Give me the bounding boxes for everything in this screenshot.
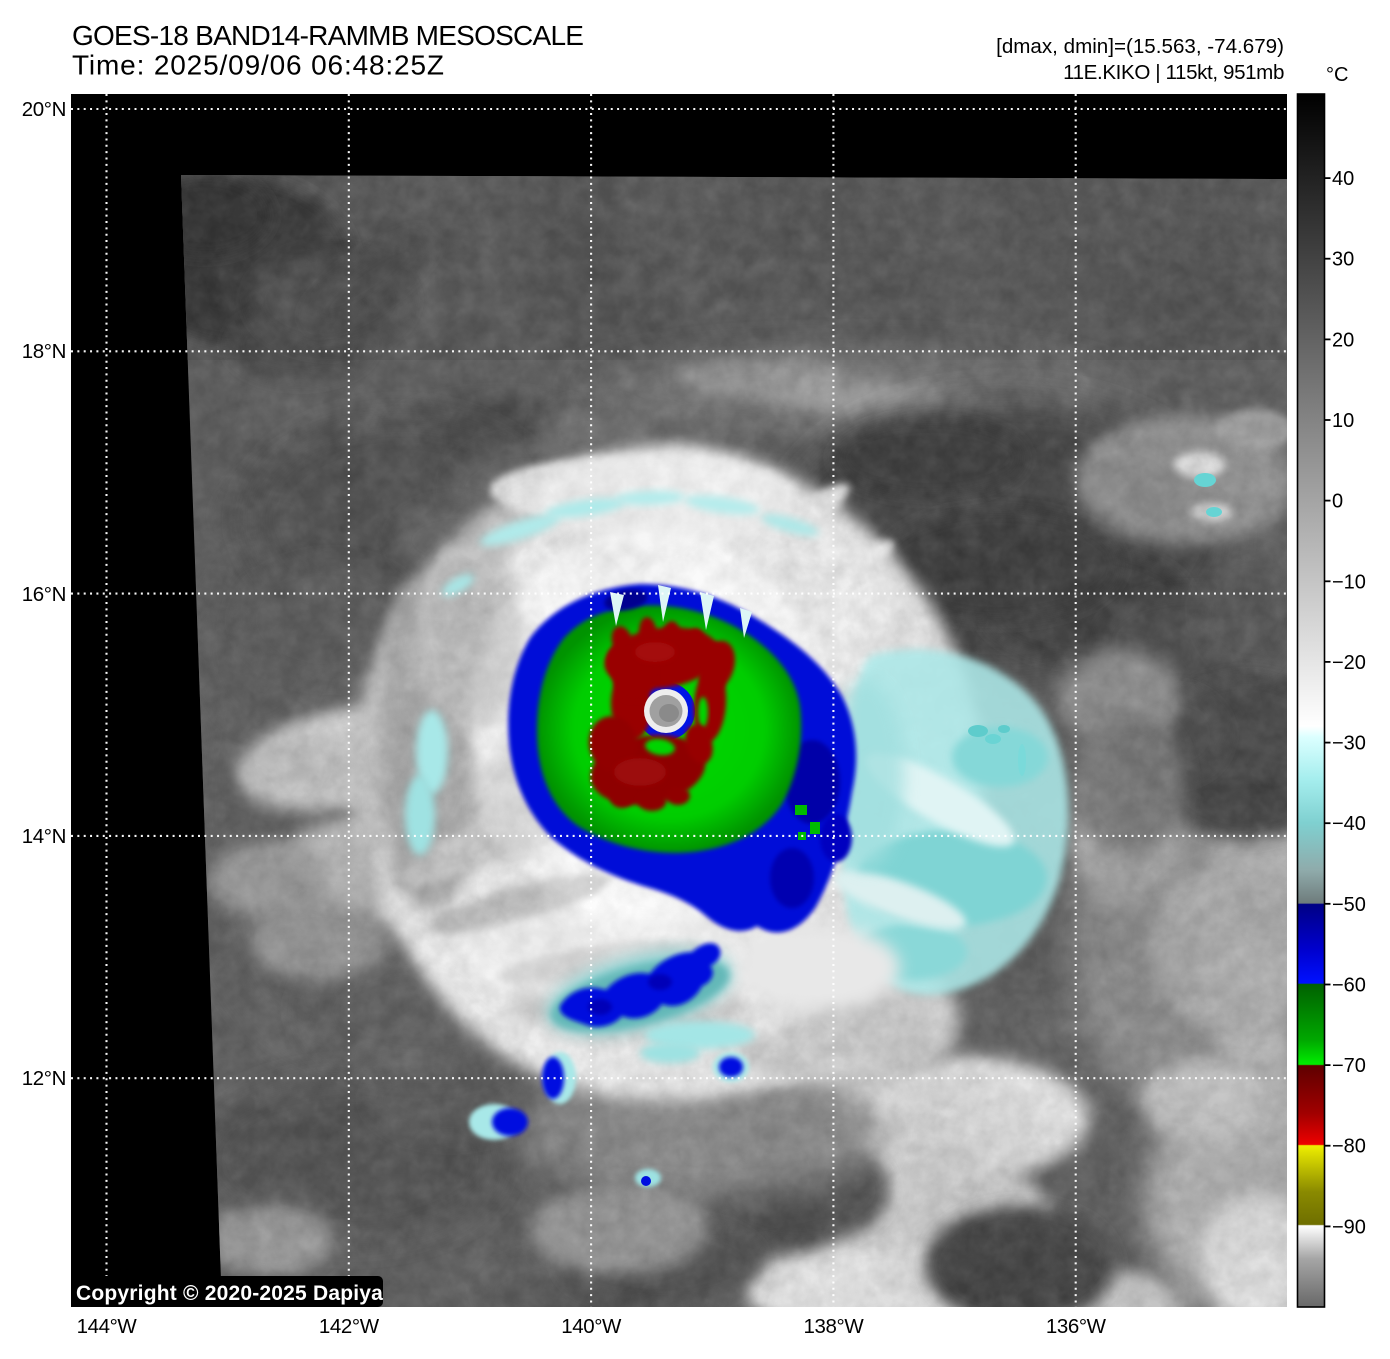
svg-text:16°N: 16°N bbox=[22, 583, 66, 606]
svg-text:20°N: 20°N bbox=[22, 98, 66, 121]
svg-text:0: 0 bbox=[1332, 491, 1343, 513]
svg-text:°C: °C bbox=[1326, 64, 1348, 86]
svg-text:30: 30 bbox=[1332, 249, 1354, 271]
svg-text:10: 10 bbox=[1332, 410, 1354, 432]
svg-text:20: 20 bbox=[1332, 329, 1354, 351]
svg-text:Time: 2025/09/06 06:48:25Z: Time: 2025/09/06 06:48:25Z bbox=[72, 50, 445, 81]
svg-text:[dmax, dmin]=(15.563, -74.679): [dmax, dmin]=(15.563, -74.679) bbox=[996, 35, 1284, 58]
svg-text:−60: −60 bbox=[1332, 975, 1366, 997]
svg-text:142°W: 142°W bbox=[319, 1315, 380, 1338]
svg-text:−70: −70 bbox=[1332, 1055, 1366, 1077]
svg-text:−30: −30 bbox=[1332, 733, 1366, 755]
svg-text:GOES-18 BAND14-RAMMB MESOSCALE: GOES-18 BAND14-RAMMB MESOSCALE bbox=[72, 20, 583, 51]
svg-text:14°N: 14°N bbox=[22, 825, 66, 848]
svg-text:136°W: 136°W bbox=[1046, 1315, 1107, 1338]
svg-text:−90: −90 bbox=[1332, 1216, 1366, 1238]
svg-text:−10: −10 bbox=[1332, 571, 1366, 593]
svg-text:−20: −20 bbox=[1332, 652, 1366, 674]
svg-text:140°W: 140°W bbox=[561, 1315, 622, 1338]
svg-text:11E.KIKO | 115kt, 951mb: 11E.KIKO | 115kt, 951mb bbox=[1063, 61, 1284, 84]
svg-text:138°W: 138°W bbox=[804, 1315, 865, 1338]
svg-text:−40: −40 bbox=[1332, 813, 1366, 835]
svg-text:12°N: 12°N bbox=[22, 1067, 66, 1090]
svg-text:−50: −50 bbox=[1332, 894, 1366, 916]
svg-text:40: 40 bbox=[1332, 168, 1354, 190]
svg-text:144°W: 144°W bbox=[77, 1315, 138, 1338]
svg-text:Copyright © 2020-2025 Dapiya: Copyright © 2020-2025 Dapiya bbox=[76, 1282, 383, 1305]
svg-text:−80: −80 bbox=[1332, 1136, 1366, 1158]
svg-text:18°N: 18°N bbox=[22, 340, 66, 363]
